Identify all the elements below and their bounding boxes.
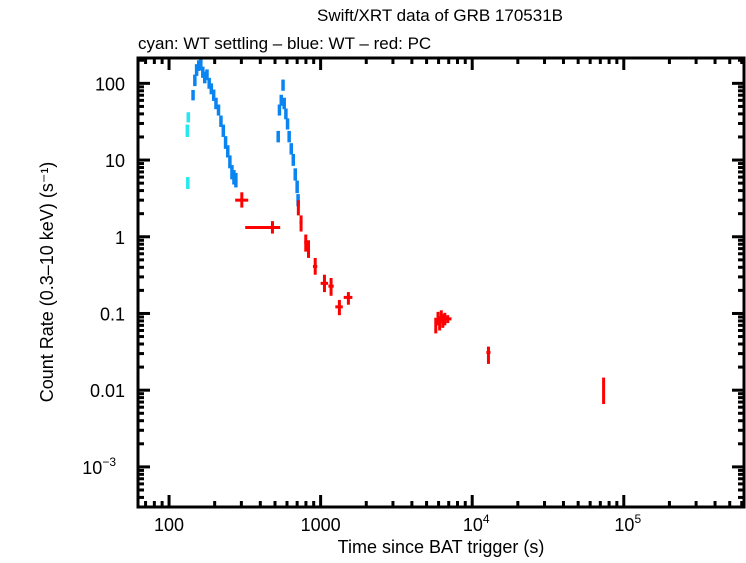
data-point-pc bbox=[486, 346, 491, 364]
data-point-wt bbox=[284, 108, 288, 120]
data-point-pc bbox=[312, 257, 318, 275]
data-point-wt bbox=[291, 153, 296, 166]
series-wt-settling bbox=[185, 112, 191, 189]
y-tick-label: 1 bbox=[115, 228, 125, 248]
data-point-wt bbox=[191, 89, 195, 101]
chart-subtitle: cyan: WT settling – blue: WT – red: PC bbox=[138, 34, 431, 53]
data-point-wt bbox=[282, 97, 286, 110]
chart-title: Swift/XRT data of GRB 170531B bbox=[317, 6, 563, 25]
x-tick-label: 1000 bbox=[301, 515, 341, 535]
data-point-pc bbox=[320, 274, 329, 293]
data-point-pc bbox=[328, 278, 334, 296]
data-point-pc bbox=[299, 215, 303, 232]
data-point-wt bbox=[228, 155, 232, 169]
data-point-wt bbox=[223, 136, 228, 149]
series-pc bbox=[235, 192, 606, 405]
data-point-pc bbox=[235, 192, 249, 208]
data-point-pc bbox=[335, 299, 343, 316]
series-wt bbox=[191, 59, 300, 207]
data-point-wt bbox=[285, 118, 290, 130]
data-point-pc bbox=[445, 315, 452, 324]
data-point-wt bbox=[295, 180, 299, 194]
data-point-wt bbox=[216, 104, 221, 116]
y-tick-label: 100 bbox=[95, 74, 125, 94]
data-point-pc bbox=[343, 292, 353, 305]
y-axis-label: Count Rate (0.3–10 keV) (s⁻¹) bbox=[37, 162, 57, 403]
data-point-wt bbox=[287, 130, 291, 143]
data-point-wt-settling bbox=[186, 177, 190, 189]
data-point-wt bbox=[279, 94, 284, 106]
data-point-wt bbox=[281, 79, 285, 91]
data-point-wt bbox=[202, 71, 207, 84]
data-point-wt bbox=[293, 168, 297, 181]
x-tick-label: 105 bbox=[614, 512, 641, 535]
data-point-pc bbox=[245, 221, 281, 234]
data-point-wt bbox=[199, 59, 203, 71]
data-point-pc bbox=[304, 234, 308, 252]
data-point-wt bbox=[211, 89, 216, 101]
data-point-wt bbox=[221, 124, 226, 137]
data-point-wt bbox=[234, 172, 238, 188]
x-tick-label: 100 bbox=[154, 515, 184, 535]
data-point-wt bbox=[193, 74, 197, 87]
y-tick-label: 0.01 bbox=[90, 381, 125, 401]
data-point-pc bbox=[307, 240, 311, 258]
data-point-wt bbox=[214, 97, 218, 110]
data-point-wt bbox=[277, 104, 282, 116]
plot-frame bbox=[136, 56, 746, 509]
data-point-wt-settling bbox=[186, 112, 191, 123]
data-point-pc bbox=[443, 312, 447, 326]
data-point-pc bbox=[296, 200, 300, 216]
data-point-wt bbox=[289, 143, 293, 155]
data-point-wt bbox=[276, 130, 280, 143]
y-tick-label: 10−3 bbox=[82, 455, 116, 478]
data-point-wt bbox=[205, 69, 209, 81]
data-point-wt bbox=[209, 83, 214, 95]
data-point-wt-settling bbox=[185, 124, 190, 137]
data-point-wt bbox=[219, 115, 223, 127]
y-tick-label: 10 bbox=[105, 151, 125, 171]
x-axis-label: Time since BAT trigger (s) bbox=[338, 537, 545, 557]
data-point-pc bbox=[602, 377, 606, 405]
data-point-wt bbox=[226, 145, 230, 158]
x-tick-label: 104 bbox=[463, 512, 490, 535]
y-tick-label: 0.1 bbox=[100, 304, 125, 324]
